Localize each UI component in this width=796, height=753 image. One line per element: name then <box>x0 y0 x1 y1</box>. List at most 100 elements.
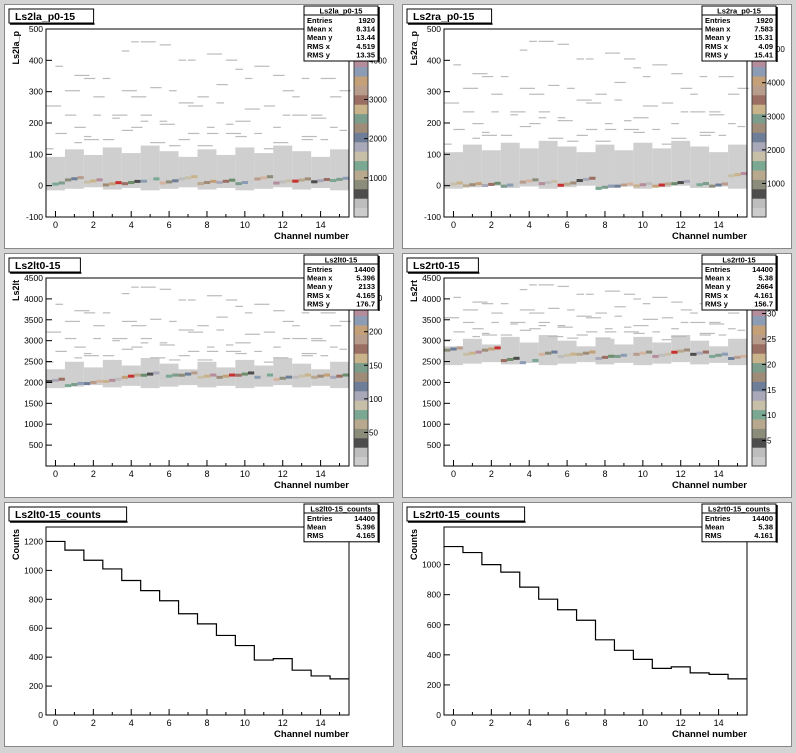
heatmap-hot-cell <box>538 352 545 356</box>
heatmap-hot-cell <box>702 182 710 186</box>
palette-swatch <box>752 132 766 143</box>
heatmap-hot-cell <box>109 378 116 382</box>
heatmap-sparse-cell <box>197 325 209 327</box>
stats-value: 176.7 <box>356 299 375 308</box>
stats-value: 2664 <box>756 282 774 291</box>
heatmap-sparse-cell <box>178 355 190 357</box>
heatmap-sparse-cell <box>472 335 480 338</box>
palette-swatch <box>752 381 766 392</box>
heatmap-band-cell <box>292 151 312 190</box>
heatmap-sparse-cell <box>633 67 641 69</box>
heatmap-hot-cell <box>469 351 476 355</box>
palette-swatch <box>752 113 766 124</box>
histogram-bin <box>216 635 235 715</box>
heatmap-hot-cell <box>639 351 646 355</box>
heatmap-sparse-cell <box>699 332 715 335</box>
palette-swatch <box>752 447 766 458</box>
y-tick-label: -100 <box>26 212 43 222</box>
heatmap-sparse-cell <box>623 293 636 295</box>
palette-tick-label: 1000 <box>369 174 387 183</box>
heatmap-sparse-cell <box>633 298 641 300</box>
palette-swatch <box>752 390 766 401</box>
heatmap-hot-cell <box>172 179 179 183</box>
heatmap-sparse-cell <box>206 350 219 352</box>
stats-title: Ls2lt0-15 <box>325 256 358 265</box>
heatmap-sparse-cell <box>462 87 479 89</box>
heatmap-hot-cell <box>683 348 691 352</box>
x-tick-label: 14 <box>714 469 724 479</box>
heatmap-sparse-cell <box>93 325 105 327</box>
heatmap-hot-cell <box>159 375 166 379</box>
heatmap-sparse-cell <box>131 286 139 288</box>
heatmap-sparse-cell <box>216 329 225 331</box>
heatmap-band-cell <box>64 149 84 189</box>
heatmap-hot-cell <box>519 361 527 365</box>
heatmap-sparse-cell <box>159 44 171 46</box>
x-tick-label: 12 <box>278 718 288 728</box>
chart-title: Ls2lt0-15 <box>15 260 61 272</box>
palette-swatch <box>354 141 368 152</box>
heatmap-sparse-cell <box>586 331 598 333</box>
heatmap-hot-cell <box>197 375 204 379</box>
heatmap-hot-cell <box>184 372 192 376</box>
heatmap-hot-cell <box>481 184 489 188</box>
heatmap-hot-cell <box>646 350 653 354</box>
y-tick-label: 400 <box>427 55 441 65</box>
heatmap-sparse-cell <box>55 303 64 305</box>
heatmap-hot-cell <box>235 182 242 186</box>
stats-key: RMS x <box>307 42 331 51</box>
y-tick-label: 800 <box>427 590 441 600</box>
heatmap-hot-cell <box>260 374 267 378</box>
heatmap-sparse-cell <box>282 90 295 92</box>
heatmap-sparse-cell <box>671 73 683 75</box>
heatmap-sparse-cell <box>690 111 706 113</box>
palette-tick-label: 2000 <box>767 146 785 155</box>
heatmap-hot-cell <box>58 377 65 381</box>
chart-title: Ls2ra_p0-15 <box>413 11 474 23</box>
title-box <box>8 8 95 24</box>
heatmap-hot-cell <box>450 182 457 186</box>
heatmap-sparse-cell <box>244 77 253 80</box>
heatmap-band-cell <box>140 145 160 191</box>
title-box <box>8 257 81 273</box>
heatmap-sparse-cell <box>178 329 194 331</box>
heatmap-sparse-cell <box>197 359 213 361</box>
heatmap-hot-cell <box>134 179 141 183</box>
palette-swatch <box>752 170 766 180</box>
heatmap-sparse-cell <box>510 321 526 324</box>
stats-value: 14400 <box>752 514 773 523</box>
heatmap-hot-cell <box>241 372 248 376</box>
heatmap-hot-cell <box>172 373 179 377</box>
plot-frame <box>45 277 350 467</box>
heatmap-sparse-cell <box>699 334 712 336</box>
heatmap-sparse-cell <box>519 288 528 291</box>
heatmap-band-cell <box>709 152 729 187</box>
stats-value: 14400 <box>354 265 375 274</box>
heatmap-band-cell <box>633 336 653 366</box>
heatmap-sparse-cell <box>462 111 475 113</box>
y-tick-label: 4500 <box>422 273 441 283</box>
heatmap-sparse-cell <box>557 117 566 119</box>
heatmap-hot-cell <box>652 184 659 188</box>
heatmap-hot-cell <box>260 176 267 180</box>
heatmap-hot-cell <box>677 349 684 353</box>
heatmap-hot-cell <box>620 353 628 357</box>
heatmap-hot-cell <box>147 178 154 182</box>
x-tick-label: 8 <box>602 469 607 479</box>
heatmap-hot-cell <box>330 179 337 183</box>
heatmap-sparse-cell <box>121 129 134 132</box>
stats-key: RMS x <box>705 291 729 300</box>
heatmap-sparse-cell <box>102 138 115 141</box>
heatmap-sparse-cell <box>699 76 708 78</box>
heatmap-sparse-cell <box>320 312 336 314</box>
x-tick-label: 8 <box>602 220 607 230</box>
title-box <box>406 8 493 24</box>
heatmap-sparse-cell <box>131 126 143 128</box>
heatmap-sparse-cell <box>604 331 617 333</box>
heatmap-sparse-cell <box>576 99 592 101</box>
heatmap-sparse-cell <box>604 123 613 125</box>
heatmap-hot-cell <box>469 183 476 187</box>
stats-key: Mean y <box>307 282 333 291</box>
palette-swatch <box>752 66 766 77</box>
